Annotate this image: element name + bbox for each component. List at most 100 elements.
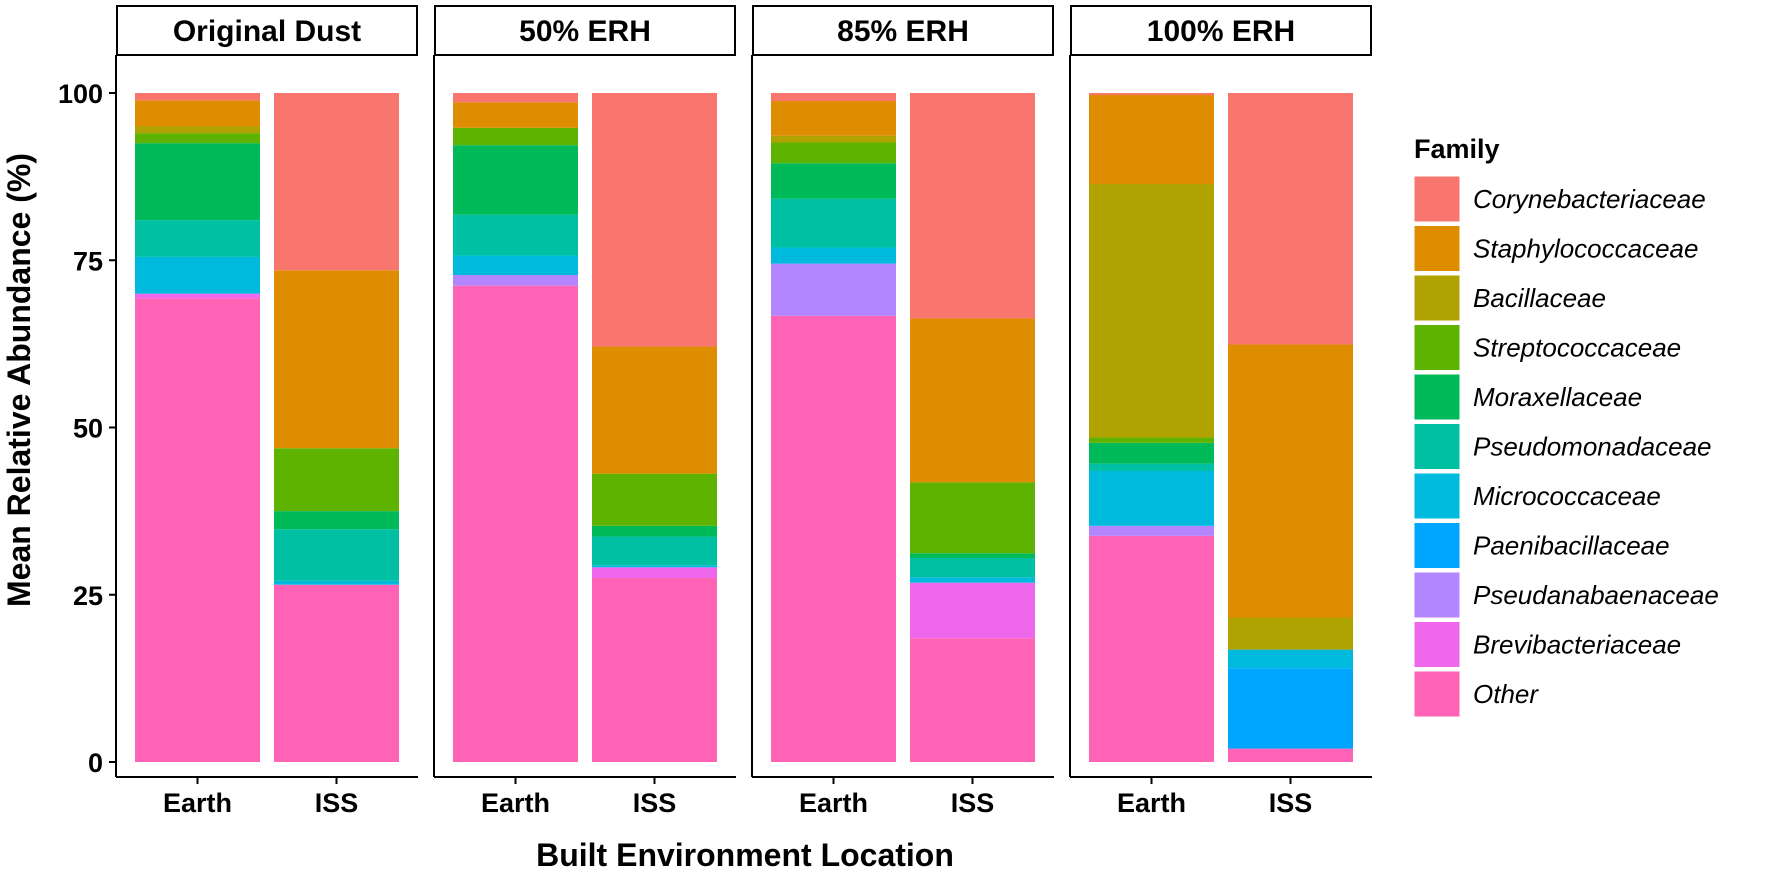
legend-label: Moraxellaceae bbox=[1473, 382, 1642, 412]
legend-entry-staphylococcaceae: Staphylococcaceae bbox=[1413, 225, 1698, 272]
legend-label: Other bbox=[1473, 679, 1539, 709]
segment-pseudomonadaceae bbox=[910, 557, 1035, 578]
panel-100pct-erh: 100% ERH Earth ISS bbox=[1069, 5, 1372, 818]
x-tick-label: Earth bbox=[163, 788, 232, 818]
bar-original-dust-iss bbox=[274, 93, 399, 762]
segment-moraxellaceae bbox=[1089, 442, 1214, 464]
segment-pseudomonadaceae bbox=[135, 220, 260, 257]
segment-other bbox=[1089, 535, 1214, 762]
segment-pseudomonadaceae bbox=[274, 529, 399, 581]
y-tick-label: 100 bbox=[58, 79, 103, 109]
segment-streptococcaceae bbox=[592, 473, 717, 526]
segment-other bbox=[592, 578, 717, 762]
bar-85pct-erh-earth bbox=[771, 93, 896, 762]
strip-label: 100% ERH bbox=[1147, 15, 1295, 48]
segment-staphylococcaceae bbox=[771, 101, 896, 136]
legend-key bbox=[1413, 324, 1461, 371]
segment-streptococcaceae bbox=[771, 142, 896, 164]
segment-other bbox=[910, 638, 1035, 762]
strip-label: 85% ERH bbox=[837, 15, 969, 48]
bar-original-dust-earth bbox=[135, 93, 260, 762]
segment-pseudanabaenaceae bbox=[453, 274, 578, 286]
legend-key bbox=[1413, 522, 1461, 569]
segment-bacillaceae bbox=[771, 135, 896, 143]
segment-corynebacteriaceae bbox=[910, 93, 1035, 319]
legend-key bbox=[1413, 472, 1461, 520]
segment-paenibacillaceae bbox=[1228, 668, 1353, 749]
segment-corynebacteriaceae bbox=[274, 93, 399, 271]
legend-entry-pseudanabaenaceae: Pseudanabaenaceae bbox=[1413, 571, 1719, 619]
y-tick-label: 50 bbox=[73, 414, 103, 444]
segment-moraxellaceae bbox=[453, 145, 578, 215]
legend-key bbox=[1413, 670, 1461, 718]
x-tick-label: ISS bbox=[633, 788, 677, 818]
segment-streptococcaceae bbox=[1089, 437, 1214, 443]
bar-85pct-erh-iss bbox=[910, 93, 1035, 762]
legend-entry-micrococcaceae: Micrococcaceae bbox=[1413, 472, 1661, 520]
segment-moraxellaceae bbox=[274, 511, 399, 530]
segment-bacillaceae bbox=[1228, 617, 1353, 650]
segment-other bbox=[135, 298, 260, 762]
x-tick-label: ISS bbox=[315, 788, 359, 818]
legend-entry-moraxellaceae: Moraxellaceae bbox=[1413, 373, 1642, 421]
legend-entry-paenibacillaceae: Paenibacillaceae bbox=[1413, 522, 1670, 569]
segment-corynebacteriaceae bbox=[592, 93, 717, 347]
segment-streptococcaceae bbox=[274, 448, 399, 512]
legend-key bbox=[1413, 423, 1461, 470]
segment-micrococcaceae bbox=[910, 577, 1035, 583]
segment-micrococcaceae bbox=[453, 255, 578, 275]
segment-pseudomonadaceae bbox=[453, 214, 578, 256]
panel-original-dust: Original Dust Earth ISS bbox=[115, 5, 418, 818]
legend-entry-brevibacteriaceae: Brevibacteriaceae bbox=[1413, 621, 1681, 668]
segment-pseudanabaenaceae bbox=[1089, 525, 1214, 536]
x-tick-label: Earth bbox=[1117, 788, 1186, 818]
strip-85pct-erh bbox=[752, 5, 1054, 56]
legend-entry-other: Other bbox=[1413, 670, 1539, 718]
legend-key bbox=[1413, 373, 1461, 421]
y-tick-label: 0 bbox=[88, 748, 103, 778]
segment-other bbox=[453, 285, 578, 762]
segment-other bbox=[274, 584, 399, 762]
segment-pseudanabaenaceae bbox=[771, 263, 896, 316]
segment-corynebacteriaceae bbox=[1228, 93, 1353, 345]
segment-pseudomonadaceae bbox=[592, 536, 717, 566]
strip-label: Original Dust bbox=[173, 15, 361, 48]
strip-100pct-erh bbox=[1070, 5, 1372, 56]
segment-other bbox=[1228, 748, 1353, 762]
segment-staphylococcaceae bbox=[453, 102, 578, 128]
segment-pseudomonadaceae bbox=[771, 198, 896, 248]
segment-pseudomonadaceae bbox=[1089, 463, 1214, 471]
bar-50pct-erh-iss bbox=[592, 93, 717, 762]
x-tick-label: ISS bbox=[1269, 788, 1313, 818]
segment-corynebacteriaceae bbox=[771, 93, 896, 102]
legend-key bbox=[1413, 274, 1461, 322]
segment-micrococcaceae bbox=[592, 565, 717, 568]
segment-staphylococcaceae bbox=[910, 318, 1035, 483]
legend-title: Family bbox=[1414, 134, 1500, 164]
legend-key bbox=[1413, 175, 1461, 223]
legend-label: Micrococcaceae bbox=[1473, 481, 1661, 511]
segment-micrococcaceae bbox=[274, 580, 399, 585]
legend: Family Corynebacteriaceae Staphylococcacea… bbox=[1413, 134, 1719, 718]
legend-label: Brevibacteriaceae bbox=[1473, 630, 1681, 660]
legend-label: Bacillaceae bbox=[1473, 283, 1606, 313]
legend-key bbox=[1413, 225, 1461, 272]
x-tick-label: Earth bbox=[481, 788, 550, 818]
legend-entry-streptococcaceae: Streptococcaceae bbox=[1413, 324, 1681, 371]
segment-micrococcaceae bbox=[1228, 649, 1353, 669]
segment-corynebacteriaceae bbox=[135, 93, 260, 101]
segment-staphylococcaceae bbox=[274, 270, 399, 449]
segment-corynebacteriaceae bbox=[1089, 93, 1214, 96]
legend-label: Paenibacillaceae bbox=[1473, 531, 1670, 561]
y-axis: 0 25 50 75 100 bbox=[58, 79, 116, 778]
segment-moraxellaceae bbox=[771, 163, 896, 199]
panel-50pct-erh: 50% ERH Earth ISS bbox=[433, 5, 736, 818]
segment-corynebacteriaceae bbox=[453, 93, 578, 103]
bar-50pct-erh-earth bbox=[453, 93, 578, 762]
bar-100pct-erh-earth bbox=[1089, 93, 1214, 762]
segment-staphylococcaceae bbox=[592, 346, 717, 474]
segment-staphylococcaceae bbox=[1228, 344, 1353, 618]
segment-staphylococcaceae bbox=[135, 100, 260, 127]
